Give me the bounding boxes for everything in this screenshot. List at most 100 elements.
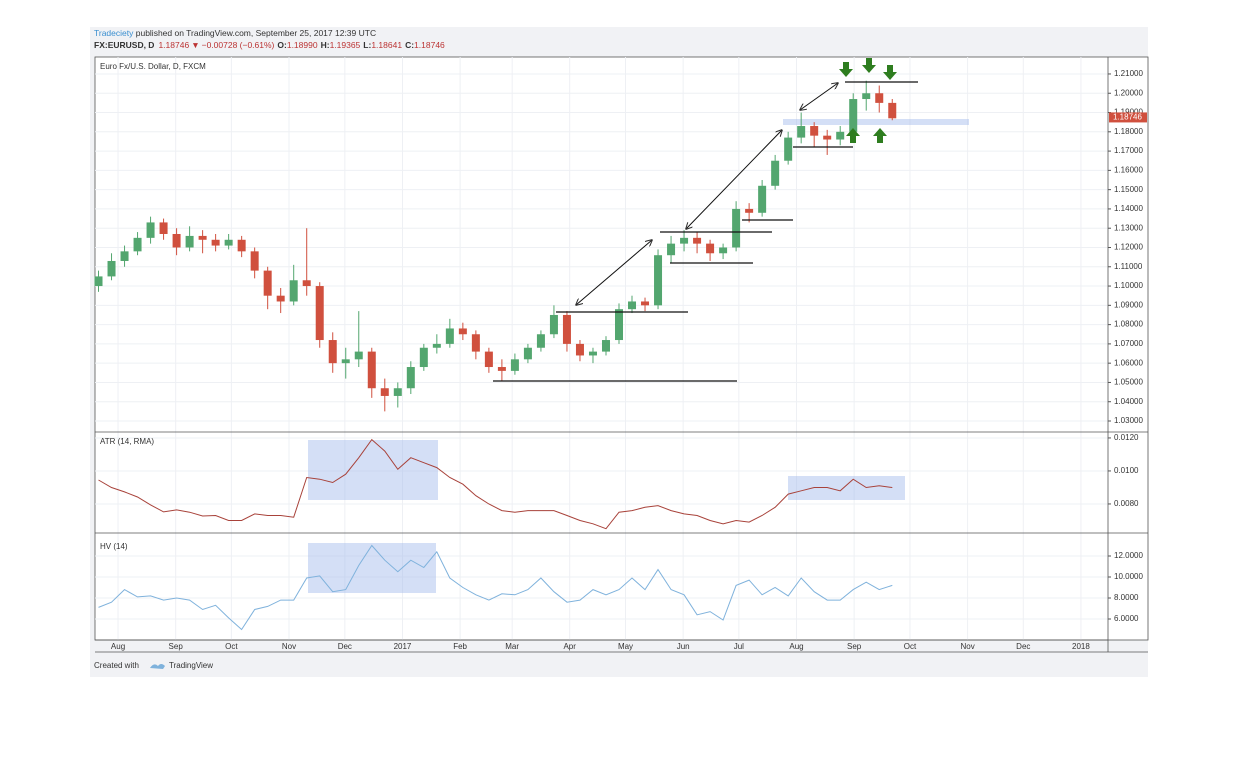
candle-body <box>719 247 728 254</box>
x-tick-label: Nov <box>960 642 974 651</box>
candle-body <box>823 135 832 140</box>
open: 1.18990 <box>287 40 318 50</box>
close: 1.18746 <box>414 40 445 50</box>
y-tick-label: 1.13000 <box>1114 223 1143 232</box>
up-arrow <box>846 128 860 143</box>
y-tick-label: 1.17000 <box>1114 146 1143 155</box>
down-arrow <box>839 62 853 77</box>
x-tick-label: Dec <box>1016 642 1030 651</box>
candle-body <box>419 347 428 368</box>
last: 1.18746 <box>158 40 189 50</box>
x-tick-label: Jul <box>734 642 744 651</box>
down-arrow <box>883 65 897 80</box>
axes: Aug Sep Oct Nov Dec 2017 Feb Mar Apr May Jun Jul Aug… <box>111 69 1147 651</box>
candle-body <box>133 237 142 252</box>
x-tick-label: 2018 <box>1072 642 1090 651</box>
candle-body <box>641 301 650 306</box>
highlight <box>783 119 969 125</box>
candle-body <box>849 99 858 132</box>
candle-body <box>237 239 246 252</box>
arrow <box>576 240 652 305</box>
change: −0.00728 (−0.61%) <box>202 40 275 50</box>
candle-body <box>784 137 793 161</box>
y-tick-label: 1.07000 <box>1114 339 1143 348</box>
candle-body <box>276 295 285 302</box>
y-tick-label: 1.03000 <box>1114 416 1143 425</box>
candle-body <box>250 251 259 271</box>
candle-body <box>836 131 845 140</box>
candle-body <box>497 367 506 371</box>
y-tick-label: 1.11000 <box>1114 262 1143 271</box>
arrow <box>686 130 782 229</box>
y-tick-label: 12.0000 <box>1114 551 1143 560</box>
y-tick-label: 1.05000 <box>1114 378 1143 387</box>
candle-body <box>146 222 155 238</box>
panel-title: ATR (14, RMA) <box>100 437 154 446</box>
candle-body <box>354 351 363 360</box>
candle-body <box>185 235 194 248</box>
plot-frame <box>94 56 1149 641</box>
y-tick-label: 1.06000 <box>1114 358 1143 367</box>
y-tick-label: 8.0000 <box>1114 593 1139 602</box>
x-tick-label: Jun <box>677 642 690 651</box>
drawings <box>493 81 918 382</box>
candle-body <box>367 351 376 389</box>
x-tick-label: Sep <box>169 642 184 651</box>
candle-body <box>432 343 441 348</box>
x-tick-label: Feb <box>453 642 467 651</box>
author[interactable]: Tradeciety <box>94 28 134 38</box>
y-tick-label: 0.0100 <box>1114 466 1139 475</box>
candle-body <box>393 388 402 396</box>
x-tick-label: Oct <box>904 642 917 651</box>
x-tick-label: Aug <box>111 642 125 651</box>
candle-body <box>120 251 129 261</box>
candle-body <box>445 328 454 344</box>
high: 1.19365 <box>330 40 361 50</box>
candle-body <box>536 334 545 348</box>
candle-body <box>862 93 871 100</box>
y-tick-label: 6.0000 <box>1114 614 1139 623</box>
candle-body <box>562 314 571 344</box>
candle-body <box>667 243 676 256</box>
y-tick-label: 1.09000 <box>1114 300 1143 309</box>
y-tick-label: 1.19000 <box>1114 108 1143 117</box>
y-tick-label: 1.10000 <box>1114 281 1143 290</box>
y-tick-label: 10.0000 <box>1114 572 1143 581</box>
y-tick-label: 1.18000 <box>1114 127 1143 136</box>
direction: ▼ <box>191 40 199 50</box>
y-tick-label: 1.15000 <box>1114 185 1143 194</box>
up-arrow <box>873 128 887 143</box>
grid <box>95 57 1108 640</box>
symbol: FX:EURUSD, D <box>94 40 154 50</box>
y-tick-label: 0.0120 <box>1114 433 1139 442</box>
low-label: L: <box>363 40 371 50</box>
candle-body <box>888 102 897 119</box>
candle-body <box>458 328 467 335</box>
highlights <box>308 119 969 593</box>
candle-body <box>172 233 181 248</box>
footer-brand[interactable]: TradingView <box>169 661 213 670</box>
candle-body <box>315 286 324 341</box>
ohlc-line: FX:EURUSD, D 1.18746 ▼ −0.00728 (−0.61%) O:1… <box>94 40 445 50</box>
y-tick-label: 0.0080 <box>1114 499 1139 508</box>
x-tick-label: Mar <box>505 642 519 651</box>
indicator-line <box>98 544 893 631</box>
candle-body <box>523 347 532 360</box>
x-tick-label: Oct <box>225 642 238 651</box>
y-tick-label: 1.12000 <box>1114 243 1143 252</box>
published: published on TradingView.com, September … <box>133 28 376 38</box>
arrow <box>800 83 838 110</box>
x-tick-label: Nov <box>282 642 296 651</box>
candle-body <box>94 276 103 287</box>
candle-body <box>706 243 715 254</box>
candle-body <box>615 309 624 341</box>
candle-body <box>380 388 389 396</box>
candle-body <box>484 351 493 368</box>
candle-body <box>875 93 884 103</box>
candle-body <box>797 126 806 138</box>
candle-body <box>771 160 780 186</box>
y-tick-label: 1.16000 <box>1114 165 1143 174</box>
candle-body <box>575 343 584 356</box>
candle-body <box>549 314 558 335</box>
